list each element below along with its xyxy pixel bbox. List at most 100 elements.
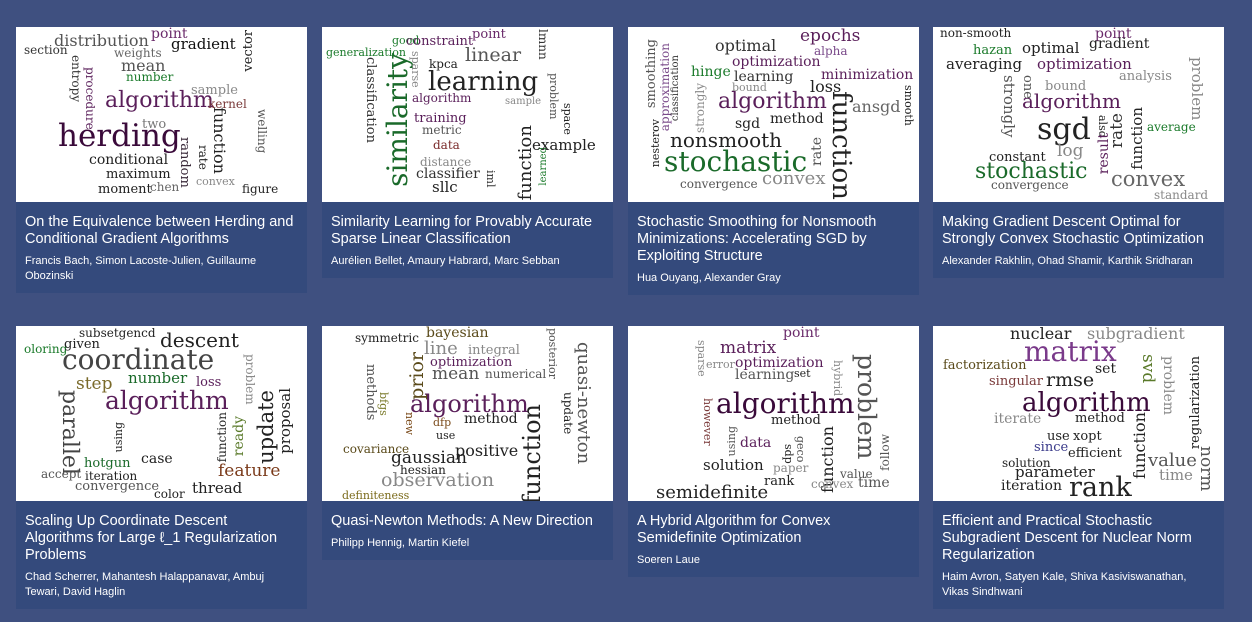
cloud-word: subgradient bbox=[1087, 326, 1185, 343]
paper-title[interactable]: Scaling Up Coordinate Descent Algorithms… bbox=[25, 513, 278, 563]
cloud-word: learning bbox=[735, 367, 795, 383]
cloud-word: iteration bbox=[1001, 478, 1062, 494]
cloud-word: bfgs bbox=[377, 392, 390, 416]
cloud-word: epochs bbox=[800, 27, 861, 46]
cloud-word: number bbox=[126, 70, 174, 84]
word-cloud[interactable]: coordinate algorithm descent subsetgencd… bbox=[16, 326, 307, 501]
word-cloud[interactable]: similarity learning linear point lmnn go… bbox=[322, 27, 613, 202]
cloud-word: optimization bbox=[735, 355, 824, 371]
cloud-word: constraint bbox=[406, 34, 474, 49]
cloud-word: problem bbox=[1160, 356, 1176, 416]
cloud-word: section bbox=[24, 43, 68, 57]
paper-meta: On the Equivalence between Herding and C… bbox=[16, 202, 307, 293]
paper-meta: Quasi-Newton Methods: A New Direction Ph… bbox=[322, 501, 613, 560]
cloud-word: vector bbox=[241, 30, 256, 72]
cloud-word: prior bbox=[406, 352, 428, 400]
paper-card[interactable]: algorithm problem semidefinite matrix po… bbox=[628, 326, 919, 577]
cloud-word: oloring bbox=[24, 342, 68, 356]
paper-meta: Making Gradient Descent Optimal for Stro… bbox=[933, 202, 1224, 278]
cloud-word: definiteness bbox=[342, 489, 410, 501]
cloud-word: feature bbox=[218, 461, 281, 481]
word-cloud[interactable]: matrix algorithm rank nuclear subgradien… bbox=[933, 326, 1224, 501]
cloud-word: classification bbox=[363, 57, 378, 143]
cloud-word: iteration bbox=[85, 469, 138, 483]
paper-card[interactable]: stochastic nonsmooth function algorithm … bbox=[628, 27, 919, 295]
cloud-word: set bbox=[1095, 361, 1117, 377]
cloud-word: rate bbox=[1107, 113, 1127, 149]
paper-title[interactable]: Quasi-Newton Methods: A New Direction bbox=[331, 513, 593, 529]
cloud-word: convergence bbox=[991, 178, 1069, 192]
paper-card[interactable]: sgd stochastic algorithm convex non-smoo… bbox=[933, 27, 1224, 278]
cloud-word: welling bbox=[255, 109, 269, 154]
cloud-word: update bbox=[254, 390, 278, 464]
cloud-word: linear bbox=[465, 44, 522, 66]
cloud-word: methods bbox=[363, 364, 378, 421]
cloud-word: weights bbox=[114, 46, 162, 60]
cloud-word: integral bbox=[468, 343, 520, 358]
cloud-word: function bbox=[518, 404, 546, 501]
paper-title[interactable]: Similarity Learning for Provably Accurat… bbox=[331, 214, 593, 247]
cloud-word: optimization bbox=[732, 54, 821, 70]
cloud-word: stochastic bbox=[664, 145, 808, 178]
paper-meta: A Hybrid Algorithm for Convex Semidefini… bbox=[628, 501, 919, 577]
cloud-word: update bbox=[561, 392, 575, 435]
cloud-word: parameter bbox=[1015, 463, 1095, 481]
cloud-word: svd bbox=[1138, 354, 1158, 384]
cloud-word: non-smooth bbox=[940, 27, 1012, 40]
cloud-word: iml bbox=[484, 170, 497, 188]
cloud-word: use bbox=[436, 429, 456, 442]
paper-card[interactable]: herding algorithm distribution point gra… bbox=[16, 27, 307, 293]
cloud-word: bayesian bbox=[426, 326, 489, 341]
paper-title[interactable]: Making Gradient Descent Optimal for Stro… bbox=[942, 214, 1204, 247]
cloud-word: time bbox=[858, 475, 890, 491]
paper-card[interactable]: algorithm function observation quasi-new… bbox=[322, 326, 613, 560]
cloud-word: mean bbox=[432, 364, 480, 384]
cloud-word: observation bbox=[381, 469, 495, 491]
word-cloud[interactable]: stochastic nonsmooth function algorithm … bbox=[628, 27, 919, 202]
cloud-word: matrix bbox=[1024, 335, 1117, 368]
cloud-word: sllc bbox=[432, 178, 458, 196]
cloud-word: accept bbox=[41, 467, 82, 481]
cloud-word: case bbox=[141, 451, 173, 467]
cloud-word: using bbox=[112, 422, 125, 453]
cloud-word: ansgd bbox=[852, 97, 901, 116]
cloud-word: data bbox=[740, 435, 772, 451]
cloud-word: semidefinite bbox=[656, 482, 769, 502]
cloud-word: rank bbox=[764, 474, 795, 489]
word-cloud[interactable]: herding algorithm distribution point gra… bbox=[16, 27, 307, 202]
paper-title[interactable]: Stochastic Smoothing for Nonsmooth Minim… bbox=[637, 214, 877, 264]
cloud-word: log bbox=[1057, 141, 1084, 161]
cloud-word: factorization bbox=[943, 358, 1027, 373]
cloud-word: regularization bbox=[1188, 356, 1203, 450]
cloud-word: descent bbox=[160, 328, 239, 352]
cloud-word: convergence bbox=[75, 479, 160, 494]
cloud-word: algorithm bbox=[105, 386, 229, 415]
cloud-word: sample bbox=[191, 83, 238, 98]
paper-card[interactable]: matrix algorithm rank nuclear subgradien… bbox=[933, 326, 1224, 609]
paper-authors: Chad Scherrer, Mahantesh Halappanavar, A… bbox=[25, 571, 265, 598]
cloud-word: optimization bbox=[1037, 55, 1132, 73]
cloud-word: norm bbox=[1196, 446, 1216, 492]
paper-card[interactable]: coordinate algorithm descent subsetgencd… bbox=[16, 326, 307, 609]
paper-title[interactable]: Efficient and Practical Stochastic Subgr… bbox=[942, 513, 1192, 563]
cloud-word: covariance bbox=[343, 442, 410, 456]
cloud-word: convex bbox=[762, 168, 826, 189]
cloud-word: point bbox=[151, 27, 188, 42]
cloud-word: generalization bbox=[326, 46, 406, 59]
cloud-word: strongly bbox=[693, 83, 707, 133]
cloud-word: training bbox=[414, 111, 467, 126]
cloud-word: averaging bbox=[946, 55, 1023, 73]
cloud-word: nonsmooth bbox=[670, 128, 783, 152]
word-cloud[interactable]: algorithm problem semidefinite matrix po… bbox=[628, 326, 919, 501]
word-cloud[interactable]: sgd stochastic algorithm convex non-smoo… bbox=[933, 27, 1224, 202]
word-cloud[interactable]: algorithm function observation quasi-new… bbox=[322, 326, 613, 501]
cloud-word: analysis bbox=[1119, 69, 1172, 84]
cloud-word: convex bbox=[196, 175, 235, 188]
cloud-word: also bbox=[1096, 115, 1109, 138]
cloud-word: example bbox=[532, 136, 596, 154]
paper-card[interactable]: similarity learning linear point lmnn go… bbox=[322, 27, 613, 278]
paper-title[interactable]: On the Equivalence between Herding and C… bbox=[25, 214, 294, 247]
paper-title[interactable]: A Hybrid Algorithm for Convex Semidefini… bbox=[637, 513, 831, 546]
cloud-word: posterior bbox=[546, 328, 559, 379]
cloud-word: loss bbox=[810, 77, 842, 96]
